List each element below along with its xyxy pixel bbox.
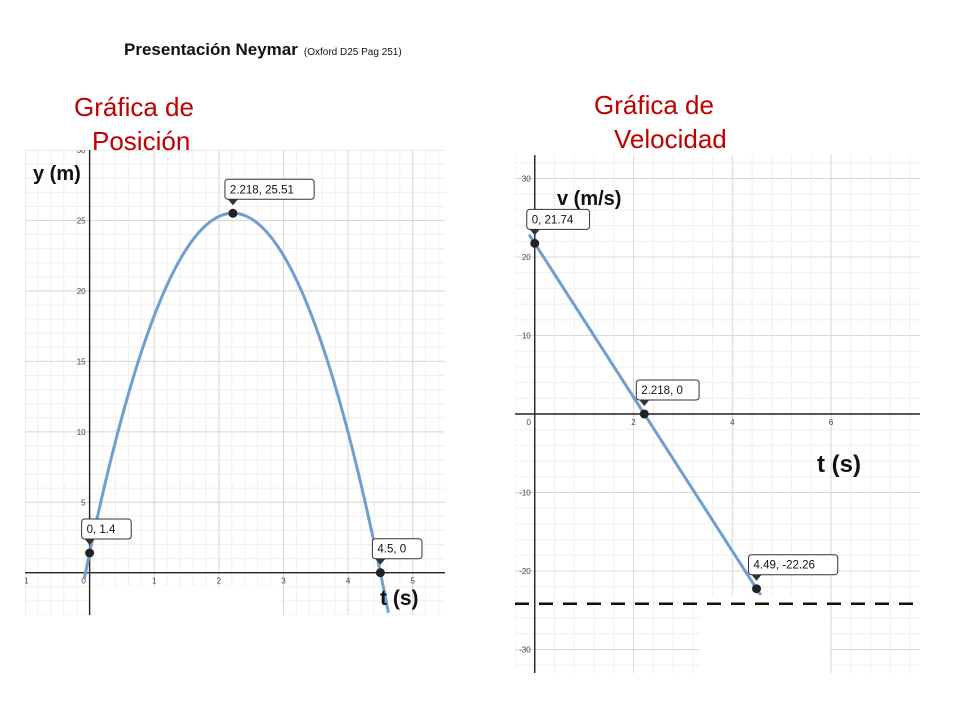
y-tick-label: 30 bbox=[522, 175, 531, 184]
point-callout-box bbox=[81, 518, 132, 540]
point-callout-box bbox=[526, 208, 591, 230]
x-tick-label: 6 bbox=[829, 418, 834, 427]
point-label: 2.218, 25.51 bbox=[230, 184, 294, 196]
y-tick-label: -10 bbox=[519, 488, 531, 497]
point-callout-box bbox=[748, 554, 839, 576]
y-tick-label: -30 bbox=[519, 645, 531, 654]
x-tick-label: 4 bbox=[730, 418, 735, 427]
data-point bbox=[639, 409, 649, 419]
point-callout-pointer bbox=[751, 574, 762, 581]
point-callout-box bbox=[371, 538, 423, 560]
point-label: 4.49, -22.26 bbox=[754, 560, 815, 572]
y-tick-label: 15 bbox=[77, 357, 86, 366]
data-point bbox=[530, 238, 540, 248]
x-tick-label: 3 bbox=[281, 577, 286, 586]
x-tick-label: -1 bbox=[25, 577, 29, 586]
point-callout-pointer bbox=[84, 539, 95, 545]
point-callout-pointer bbox=[375, 558, 386, 565]
y-tick-label: 20 bbox=[522, 253, 531, 262]
point-callout-pointer bbox=[227, 199, 238, 206]
blank-patch bbox=[91, 586, 282, 615]
x-tick-label: 1 bbox=[152, 577, 157, 586]
data-point bbox=[752, 584, 762, 594]
data-point bbox=[85, 548, 95, 558]
y-tick-label: 5 bbox=[81, 498, 86, 507]
x-axis-label: t (s) bbox=[817, 451, 861, 478]
position-chart: -1 0 1 2 3 4 5 5 10 15 20 25 30 0, 1.4 2.218, 25.51 4.5… bbox=[25, 150, 445, 615]
point-callout-box bbox=[224, 178, 315, 200]
point-label: 2.218, 0 bbox=[641, 385, 683, 397]
y-tick-label: 10 bbox=[77, 428, 86, 437]
y-tick-label: 25 bbox=[77, 216, 86, 225]
x-axis-label: t (s) bbox=[380, 587, 419, 610]
header-reference: (Oxford D25 Pag 251) bbox=[303, 47, 402, 58]
x-tick-label: 0 bbox=[81, 577, 86, 586]
point-label: 4.5, 0 bbox=[377, 544, 406, 556]
point-callout-pointer bbox=[529, 229, 540, 236]
y-axis-label: v (m/s) bbox=[557, 188, 621, 210]
blank-patch bbox=[700, 595, 830, 673]
position-title-line1: Gráfica de bbox=[74, 92, 194, 122]
velocity-chart: 0 2 4 6 30 20 10 -10 -20 -30 0, 21.74 2.218, 0 4.49,… bbox=[515, 155, 920, 673]
point-label: 0, 1.4 bbox=[87, 524, 116, 536]
velocity-title-line2: Velocidad bbox=[614, 124, 727, 154]
header-title: Presentación Neymar bbox=[124, 40, 298, 59]
y-tick-label: 10 bbox=[522, 332, 531, 341]
velocity-title-line1: Gráfica de bbox=[594, 90, 714, 120]
x-tick-label: 2 bbox=[217, 577, 222, 586]
x-tick-label: 5 bbox=[410, 577, 415, 586]
x-tick-label: 0 bbox=[527, 418, 532, 427]
position-title-line2: Posición bbox=[92, 126, 191, 156]
y-axis-label: y (m) bbox=[33, 163, 81, 185]
point-callout-box bbox=[635, 379, 700, 401]
data-curve bbox=[82, 211, 390, 613]
y-tick-label: 30 bbox=[77, 150, 86, 155]
point-callout-pointer bbox=[639, 400, 650, 406]
velocity-chart-title: Gráfica de Velocidad bbox=[594, 88, 727, 156]
page-header: Presentación Neymar (Oxford D25 Pag 251) bbox=[124, 40, 402, 60]
y-tick-label: 20 bbox=[77, 287, 86, 296]
x-tick-label: 4 bbox=[346, 577, 351, 586]
x-tick-label: 2 bbox=[631, 418, 636, 427]
y-tick-label: -20 bbox=[519, 567, 531, 576]
data-point bbox=[375, 568, 385, 578]
position-chart-title: Gráfica de Posición bbox=[74, 90, 194, 158]
point-label: 0, 21.74 bbox=[532, 214, 574, 226]
data-point bbox=[228, 208, 238, 218]
